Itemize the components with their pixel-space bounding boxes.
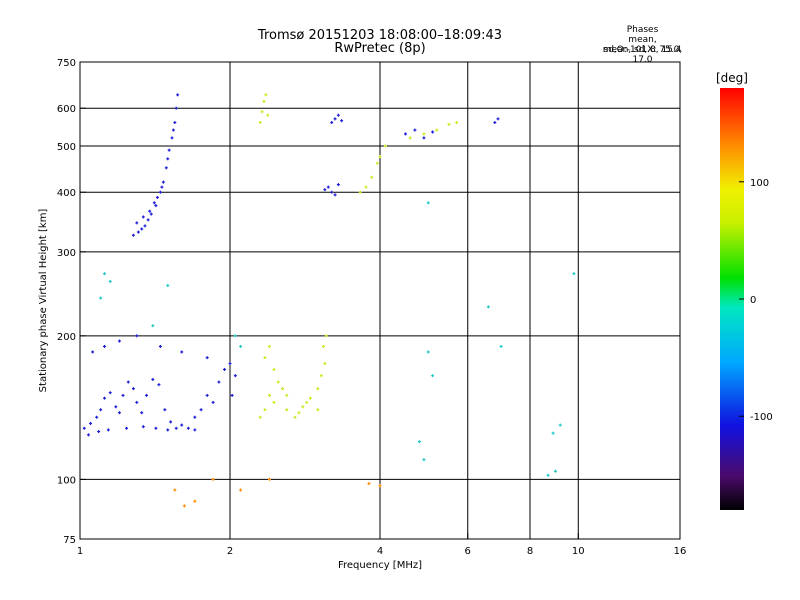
colorbar-tick-label: 0 [750,295,756,306]
phases-line-o: mean, sd,O:-101.8, 15.4 [603,35,682,55]
x-tick-label: 6 [465,546,471,557]
x-tick-label: 1 [77,546,83,557]
x-axis-label: Frequency [MHz] [338,560,422,571]
y-tick-label: 100 [57,475,76,486]
x-axis-ticks: 1 2 4 6 8 10 16 [77,533,687,557]
y-tick-label: 200 [57,332,76,343]
chart-title-line1: Tromsø 20151203 18:08:00–18:09:43 [257,28,503,43]
phases-heading: Phases [626,25,659,35]
colorbar-tick-label: 100 [750,178,769,189]
colorbar-ticks: 100 0 -100 [739,178,773,423]
y-tick-label: 500 [57,142,76,153]
colorbar-unit: [deg] [716,71,748,85]
phases-line-x: mean, sd,X: 75.0, 17.0 [602,45,683,65]
x-tick-label: 16 [674,546,687,557]
chart-title-line2: RwPretec (8p) [334,41,426,56]
data-points [82,93,576,508]
plot-grid [80,62,680,539]
x-tick-label: 2 [227,546,233,557]
y-axis-ticks: 75 100 200 300 400 500 600 750 [57,58,86,546]
x-tick-label: 4 [377,546,383,557]
y-axis-label: Stationary phase Virtual Height [km] [38,209,49,393]
y-tick-label: 750 [57,58,76,69]
x-tick-label: 10 [572,546,585,557]
y-tick-label: 600 [57,104,76,115]
x-tick-label: 8 [527,546,533,557]
y-tick-label: 400 [57,188,76,199]
y-tick-label: 75 [63,535,76,546]
colorbar-tick-label: -100 [750,412,773,423]
y-tick-label: 300 [57,248,76,259]
